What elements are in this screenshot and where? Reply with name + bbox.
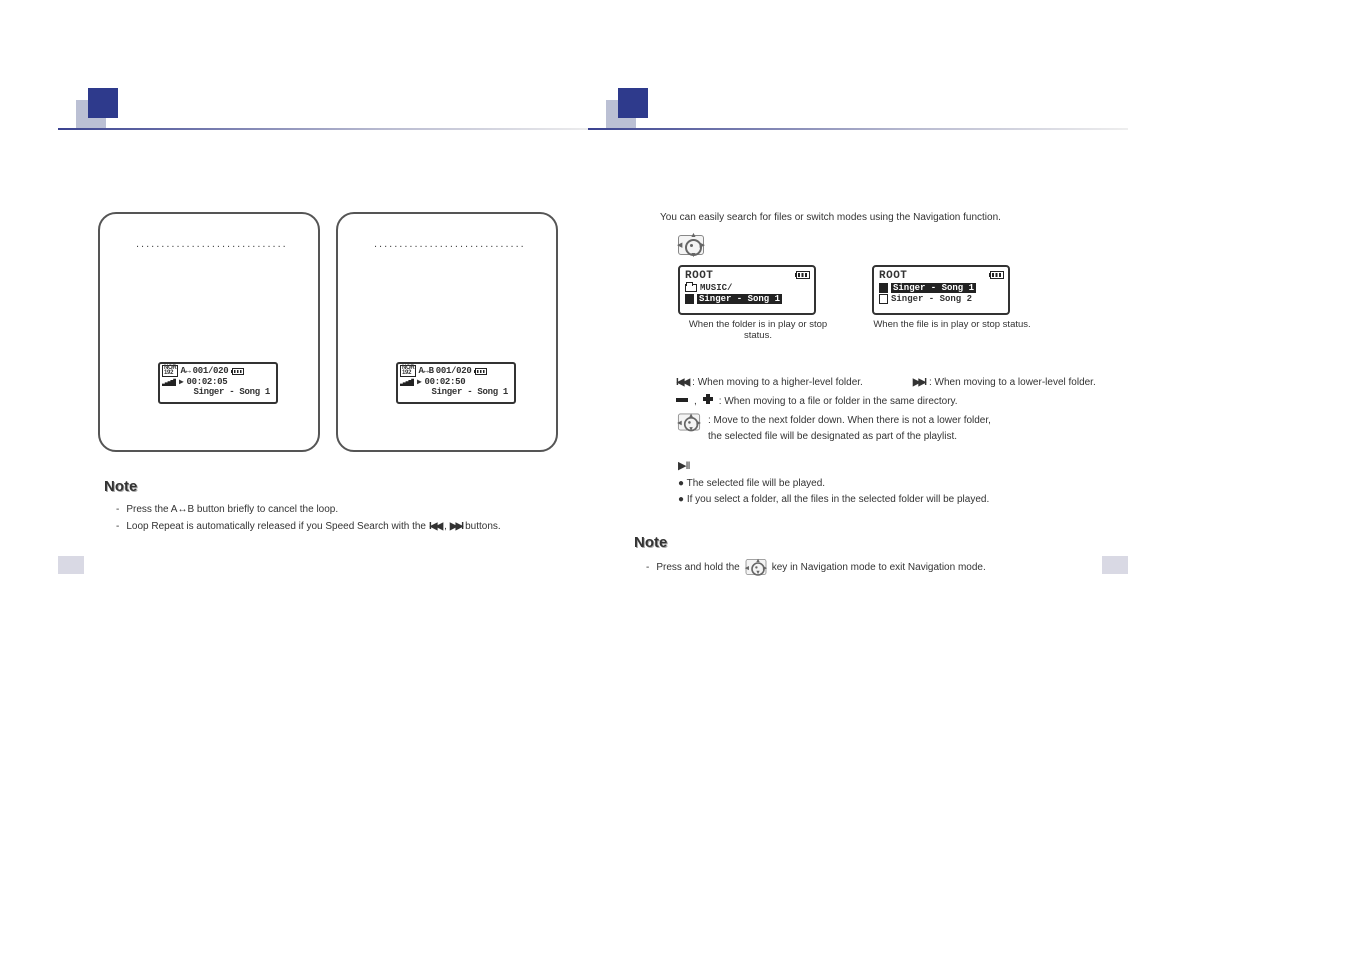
step-3: ▶II xyxy=(678,459,1128,472)
caption-2: When the file is in play or stop status. xyxy=(872,319,1032,330)
lcd1-mark: A↔ xyxy=(180,366,190,376)
note-heading-r: Note xyxy=(634,534,1128,551)
battery-icon xyxy=(796,271,810,279)
battery-icon xyxy=(475,368,487,375)
ctrl-knob-a: : Move to the next folder down. When the… xyxy=(708,413,991,429)
knob-icon: ▲▼◀▶ xyxy=(745,559,766,575)
rewind-icon: I◀◀ xyxy=(429,518,441,535)
battery-icon xyxy=(232,368,244,375)
forward-icon: ▶▶I xyxy=(450,518,462,535)
ctrl-vol: : When moving to a file or folder in the… xyxy=(719,394,958,410)
lcd1-time: 00:02:05 xyxy=(187,377,228,387)
minus-icon xyxy=(676,398,688,402)
panel-dots: ................................... xyxy=(136,238,288,250)
page-number-left xyxy=(58,556,84,574)
folder-icon xyxy=(685,284,697,292)
nav1-l1: MUSIC/ xyxy=(700,283,732,293)
file-icon xyxy=(879,294,888,304)
lcd1-track: 001/020 xyxy=(193,366,229,376)
playpause-icon: ▶II xyxy=(678,459,690,472)
header-rule xyxy=(588,128,1128,130)
knob-icon: ▲▼◀▶ xyxy=(678,414,700,431)
note-line-2b: buttons. xyxy=(465,518,501,535)
nav1-l2: Singer - Song 1 xyxy=(697,294,782,304)
intro-text: You can easily search for files or switc… xyxy=(660,212,1128,223)
ctrl-knob-b: the selected file will be designated as … xyxy=(708,429,991,445)
play-icon: ▶ xyxy=(417,377,422,387)
lcd-2: NOR 192 A↔B 001/020 ▶ 00:02:50 Singer - … xyxy=(396,362,516,404)
page-right: You can easily search for files or switc… xyxy=(588,78,1128,577)
nav2-l2: Singer - Song 2 xyxy=(891,294,972,304)
nav-screens: ROOT MUSIC/ Singer - Song 1 When the fol… xyxy=(678,265,1128,341)
nav2-root: ROOT xyxy=(879,270,1003,282)
note-heading: Note xyxy=(104,478,598,495)
header-right xyxy=(588,78,1128,132)
lcd2-rate: 192 xyxy=(402,371,414,376)
controls-list: I◀◀ : When moving to a higher-level fold… xyxy=(676,375,1128,445)
header-accent-a xyxy=(618,88,648,118)
step3-body: ● The selected file will be played. ● If… xyxy=(678,476,1128,508)
note-line-2a: Loop Repeat is automatically released if… xyxy=(126,518,426,535)
step-1: ▲▼◀▶ xyxy=(678,235,1128,255)
lcd2-track: 001/020 xyxy=(436,366,472,376)
knob-icon: ▲▼◀▶ xyxy=(678,235,704,255)
lcd1-rate: 192 xyxy=(164,371,176,376)
play-icon: ▶ xyxy=(179,377,184,387)
header-accent-a xyxy=(88,88,118,118)
note-body-left: -Press the A↔B button briefly to cancel … xyxy=(116,501,598,535)
page-left: ................................... NOR … xyxy=(58,78,598,535)
ctrl-rew: : When moving to a higher-level folder. xyxy=(692,375,863,391)
lcd2-song: Singer - Song 1 xyxy=(400,387,512,397)
plus-icon xyxy=(703,394,713,404)
header-left xyxy=(58,78,598,132)
file-icon xyxy=(685,294,694,304)
panel-loop-end: ................................... NOR … xyxy=(336,212,558,452)
page-number-right xyxy=(1102,556,1128,574)
nav-lcd-file: ROOT Singer - Song 1 Singer - Song 2 xyxy=(872,265,1010,315)
lcd-panels: ................................... NOR … xyxy=(58,212,598,452)
file-icon xyxy=(879,283,888,293)
header-rule xyxy=(58,128,598,130)
lcd1-song: Singer - Song 1 xyxy=(162,387,274,397)
battery-icon xyxy=(990,271,1004,279)
nav-lcd-folder: ROOT MUSIC/ Singer - Song 1 xyxy=(678,265,816,315)
nav2-l1: Singer - Song 1 xyxy=(891,283,976,293)
lcd2-time: 00:02:50 xyxy=(425,377,466,387)
ctrl-fwd: : When moving to a lower-level folder. xyxy=(929,375,1096,391)
panel-loop-start: ................................... NOR … xyxy=(98,212,320,452)
note-r-b: key in Navigation mode to exit Navigatio… xyxy=(772,559,986,576)
note-r-a: Press and hold the xyxy=(656,559,739,576)
panel-dots: ................................... xyxy=(374,238,526,250)
sel2: If you select a folder, all the files in… xyxy=(687,494,989,505)
nav1-root: ROOT xyxy=(685,270,809,282)
lcd2-mark: A↔B xyxy=(418,366,433,376)
eq-bars-icon xyxy=(400,378,414,386)
note-body-right: - Press and hold the ▲▼◀▶ key in Navigat… xyxy=(646,557,1128,577)
comma: , xyxy=(444,518,447,535)
forward-icon: ▶▶I xyxy=(913,375,925,391)
eq-bars-icon xyxy=(162,378,176,386)
sel1: The selected file will be played. xyxy=(687,478,825,489)
note-line-1: Press the A↔B button briefly to cancel t… xyxy=(126,501,338,518)
rewind-icon: I◀◀ xyxy=(676,375,688,391)
lcd-1: NOR 192 A↔ 001/020 ▶ 00:02:05 Singer - S… xyxy=(158,362,278,404)
caption-1: When the folder is in play or stop statu… xyxy=(678,319,838,341)
